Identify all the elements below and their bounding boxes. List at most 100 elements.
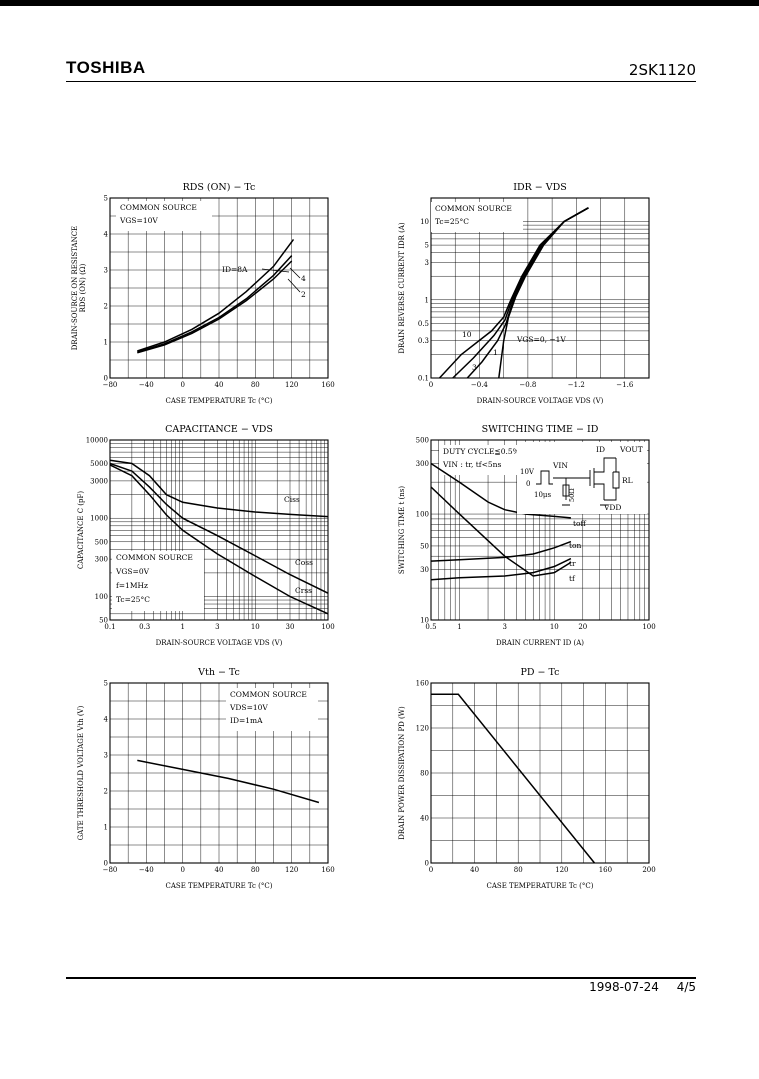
- y-tick-label: 5: [425, 242, 429, 250]
- y-tick-label: 2: [104, 303, 108, 311]
- annotation-2: 2: [301, 290, 306, 299]
- y-axis-label: GATE THRESHOLD VOLTAGE Vth (V): [77, 705, 85, 840]
- chart-title: CAPACITANCE − VDS: [165, 424, 273, 435]
- x-tick-label: 30: [286, 623, 295, 631]
- notes-backdrop: [112, 551, 204, 611]
- notes-backdrop: [431, 202, 523, 232]
- y-tick-label: 100: [416, 511, 429, 519]
- annotation-10: 10: [462, 330, 472, 339]
- annotation-1: 1: [493, 348, 498, 357]
- annotation-3: 3: [472, 363, 477, 372]
- footer-rule: [66, 977, 696, 979]
- x-tick-label: −40: [139, 381, 154, 389]
- label-ton: ton: [569, 541, 582, 550]
- chart-rds: −80 −40 0 40 80 120 160 0 1 2 3 4 5 RDS (ON) − Tc CASE…: [71, 182, 335, 405]
- chart-note: VGS=10V: [119, 216, 158, 225]
- x-tick-label: 0.1: [104, 623, 115, 631]
- y-tick-label: 3000: [90, 477, 108, 485]
- label-toff: toff: [573, 519, 587, 528]
- x-tick-label: 10: [550, 623, 559, 631]
- series-Crss: [109, 464, 329, 615]
- footer-date: 1998-07-24: [589, 980, 659, 994]
- x-tick-label: 0.3: [139, 623, 150, 631]
- y-tick-label: 10: [420, 617, 429, 625]
- series-Coss: [109, 462, 329, 594]
- circuit-10v: 10V: [520, 468, 535, 476]
- y-tick-label: 160: [416, 680, 429, 688]
- circuit-50ohm: 50Ω: [568, 488, 576, 502]
- chart-note: COMMON SOURCE: [120, 203, 197, 212]
- circuit-zero: 0: [526, 480, 530, 488]
- circuit-vout: VOUT: [619, 445, 643, 454]
- x-tick-label: −80: [103, 866, 118, 874]
- header-rule: [66, 81, 696, 82]
- footer-page: 4/5: [676, 980, 696, 994]
- y-tick-label: 5: [104, 680, 108, 688]
- chart-title: PD − Tc: [521, 667, 560, 678]
- x-tick-label: 0: [180, 866, 184, 874]
- x-tick-label: −40: [139, 866, 154, 874]
- x-tick-label: 3: [215, 623, 219, 631]
- footer: 1998-07-24 4/5: [589, 980, 696, 994]
- chart-note: VIN : tr, tf<5ns: [442, 460, 501, 469]
- x-tick-label: −80: [103, 381, 118, 389]
- y-tick-label: 300: [416, 460, 429, 468]
- x-axis-label: DRAIN-SOURCE VOLTAGE VDS (V): [156, 639, 283, 647]
- x-tick-label: 100: [321, 623, 334, 631]
- circuit-vdd: VDD: [603, 503, 621, 512]
- y-tick-label: 1: [425, 296, 429, 304]
- part-number: 2SK1120: [628, 61, 696, 79]
- y-tick-label: 80: [420, 770, 429, 778]
- circuit-vin: VIN: [552, 461, 568, 470]
- annotation-leader: [261, 268, 290, 273]
- y-tick-label: 100: [95, 593, 108, 601]
- x-tick-label: 160: [321, 866, 334, 874]
- plot-frame: [430, 439, 650, 621]
- chart-note: COMMON SOURCE: [230, 690, 307, 699]
- notes-backdrop: [116, 201, 212, 231]
- chart-note: ID=1mA: [230, 716, 263, 725]
- y-tick-label: 40: [420, 815, 429, 823]
- x-tick-label: 80: [251, 866, 260, 874]
- y-axis-label: DRAIN POWER DISSIPATION PD (W): [398, 706, 406, 840]
- series-Ciss: [109, 459, 329, 518]
- x-tick-label: 160: [321, 381, 334, 389]
- series-2: [137, 260, 293, 354]
- pulse-symbol: [536, 470, 553, 485]
- y-tick-label: 300: [95, 556, 108, 564]
- x-tick-label: 0.5: [425, 623, 436, 631]
- x-axis-label: DRAIN-SOURCE VOLTAGE VDS (V): [477, 397, 604, 405]
- top-border: [0, 0, 759, 6]
- y-tick-label: 4: [104, 231, 109, 239]
- y-tick-label: 1: [104, 339, 108, 347]
- x-tick-label: 3: [502, 623, 506, 631]
- mosfet-symbol: [589, 457, 616, 500]
- x-axis-label: CASE TEMPERATURE Tc (°C): [165, 882, 272, 890]
- chart-title: Vth − Tc: [197, 667, 240, 678]
- chart-grid: [430, 682, 650, 864]
- annotation-4: 4: [301, 274, 306, 283]
- x-tick-label: 10: [251, 623, 260, 631]
- y-axis-label: DRAIN REVERSE CURRENT IDR (A): [398, 222, 406, 354]
- label-coss: Coss: [295, 558, 313, 567]
- x-axis-label: DRAIN CURRENT ID (A): [496, 639, 584, 647]
- y-tick-label: 50: [420, 542, 429, 550]
- plot-frame: [430, 197, 650, 379]
- series-8: [137, 238, 295, 352]
- resistor-50: [562, 484, 570, 497]
- chart-note: COMMON SOURCE: [435, 204, 512, 213]
- x-tick-label: 0: [180, 381, 184, 389]
- series-Vth: [137, 759, 320, 804]
- plot-frame: [430, 682, 650, 864]
- x-tick-label: 1: [457, 623, 461, 631]
- y-tick-label: 3: [425, 259, 429, 267]
- x-tick-label: −1.6: [616, 381, 634, 389]
- y-tick-label: 10: [420, 218, 429, 226]
- y-tick-label: 3: [104, 752, 108, 760]
- plot-frame: [109, 197, 329, 379]
- annotation-leader: [289, 267, 301, 279]
- chart-note: Tc=25°C: [435, 217, 469, 226]
- series-10: [438, 207, 589, 379]
- y-tick-label: 2: [104, 788, 108, 796]
- x-tick-label: 0: [429, 381, 433, 389]
